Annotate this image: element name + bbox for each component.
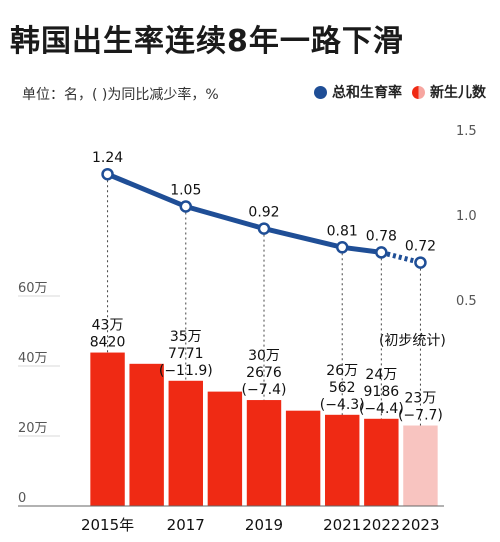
fertility-point [335,241,349,254]
bar [246,400,282,506]
bar-y-tick-label: 40万 [18,351,48,366]
fertility-line [105,171,384,255]
fertility-value-label: 0.78 [366,228,397,244]
fertility-point [179,200,193,213]
bar-data-label: (−7.4) [242,382,287,398]
bar [364,418,399,506]
bar-data-label: 35万 [170,329,202,345]
fertility-point [101,167,114,181]
legend-label-fertility: 总和生育率 [332,85,402,101]
line-y-tick-label: 0.5 [456,294,477,309]
legend-dot-fertility [314,85,327,99]
x-tick-label: 2017 [167,516,205,534]
fertility-value-label: 0.92 [248,205,279,221]
bar-y-tick-label: 60万 [18,281,48,296]
bar-estimate [403,425,438,506]
fertility-value-label: 1.24 [92,150,123,166]
bar-y-tick-label: 20万 [18,421,48,436]
bar [90,352,125,506]
line-y-tick-label: 1.0 [456,209,477,224]
line-y-tick-label: 1.5 [456,124,477,139]
bar-data-label: 43万 [92,318,124,334]
bar-data-label: 24万 [365,367,397,383]
unit-note: 单位：名，( )为同比减少率，% [22,87,219,103]
chart-title: 韩国出生率连续8年一路下滑 [10,24,404,59]
bar-data-label: 8420 [90,335,126,351]
x-tick-label: 2019 [245,516,283,534]
bar [168,380,203,506]
bar-data-label: 9186 [364,384,400,400]
bar-data-label: (−7.7) [398,408,443,424]
x-tick-label: 2021 [323,516,361,534]
bar-data-label: 30万 [248,348,280,364]
x-tick-label: 2015年 [81,516,134,534]
bar-data-label: (−11.9) [159,363,213,379]
fertility-value-label: 1.05 [170,183,201,199]
bar-data-label: 562 [329,380,356,396]
estimate-note: (初步统计) [379,332,446,349]
legend-dot-births [412,85,425,99]
bar-data-label: 2676 [246,365,282,381]
x-tick-label: 2023 [401,516,439,534]
bar-data-label: 7771 [168,346,204,362]
fertility-value-label: 0.81 [327,223,358,239]
bar-data-label: (−4.3) [320,397,365,413]
bar [207,391,243,506]
bar-data-label: 26万 [326,363,358,379]
bar [129,363,164,506]
legend-item-births: 新生儿数 [412,82,486,102]
legend-label-births: 新生儿数 [430,85,486,101]
bar-y-tick-label: 0 [18,491,26,506]
fertility-line-estimate [380,249,422,266]
bar-data-label: (−4.4) [359,401,404,417]
legend-item-fertility: 总和生育率 [314,82,402,102]
bar [285,410,321,506]
fertility-value-label: 0.72 [405,239,436,255]
fertility-point [257,222,271,235]
x-tick-label: 2022 [362,516,400,534]
fertility-point [414,256,427,269]
bar-data-label: 23万 [405,391,437,407]
legend: 总和生育率 新生儿数 [304,82,486,102]
fertility-point [375,246,388,259]
bar [325,414,360,506]
